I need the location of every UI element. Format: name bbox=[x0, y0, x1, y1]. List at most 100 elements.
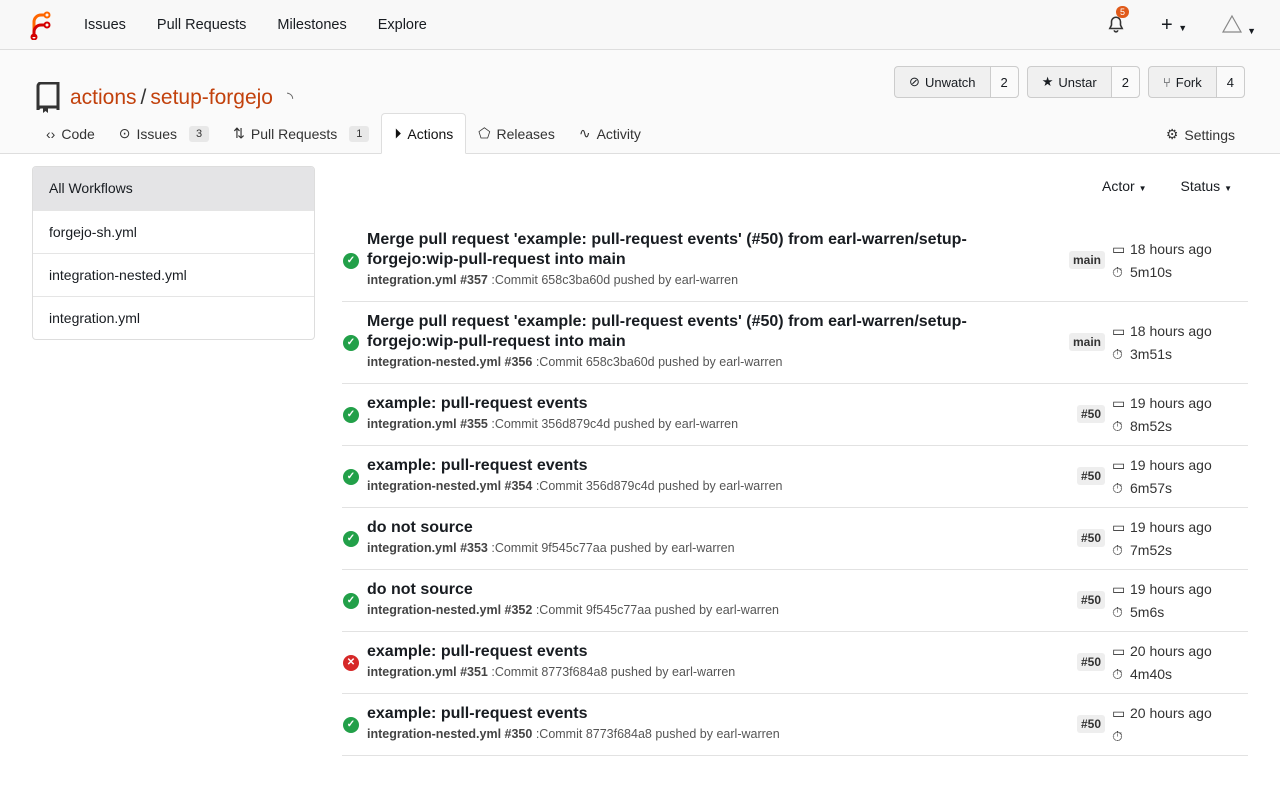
run-item[interactable]: ✓ Merge pull request 'example: pull-requ… bbox=[342, 220, 1248, 302]
avatar bbox=[1222, 14, 1243, 33]
tab-releases[interactable]: ⬠ Releases bbox=[466, 113, 567, 154]
run-workflow: integration.yml #355 bbox=[367, 417, 488, 431]
run-detail: :Commit 356d879c4d pushed by earl-warren bbox=[491, 417, 739, 431]
star-icon: ★ bbox=[1041, 74, 1054, 89]
check-circle-icon: ✓ bbox=[343, 592, 359, 609]
rss-icon[interactable]: ◝ bbox=[286, 90, 294, 107]
run-time: 18 hours ago bbox=[1130, 322, 1212, 339]
status-label: Status bbox=[1180, 178, 1221, 194]
run-ref-badge[interactable]: #50 bbox=[1076, 528, 1105, 547]
tab-label: Actions bbox=[407, 125, 454, 142]
tab-code[interactable]: ‹› Code bbox=[34, 113, 107, 154]
run-time: 20 hours ago bbox=[1130, 642, 1212, 659]
run-item[interactable]: ✓ example: pull-request events integrati… bbox=[342, 446, 1248, 508]
run-title[interactable]: example: pull-request events bbox=[367, 643, 588, 660]
bell-icon bbox=[1108, 16, 1124, 33]
tab-activity[interactable]: ∿ Activity bbox=[567, 113, 653, 154]
run-time: 19 hours ago bbox=[1130, 580, 1212, 597]
run-detail: :Commit 9f545c77aa pushed by earl-warren bbox=[491, 541, 735, 555]
run-title[interactable]: Merge pull request 'example: pull-reques… bbox=[367, 313, 967, 350]
run-detail: :Commit 8773f684a8 pushed by earl-warren bbox=[491, 665, 736, 679]
workflow-item[interactable]: integration.yml bbox=[33, 296, 314, 339]
x-circle-icon: ✕ bbox=[343, 654, 359, 671]
workflow-list: All Workflows forgejo-sh.yml integration… bbox=[32, 166, 315, 340]
pr-count: 1 bbox=[349, 125, 370, 142]
watchers-count[interactable]: 2 bbox=[990, 67, 1018, 97]
calendar-icon: ▭ bbox=[1112, 580, 1126, 597]
unwatch-label: Unwatch bbox=[924, 74, 976, 90]
repo-header: actions / setup-forgejo ◝ ⊘ Unwatch 2 ★ Unsta… bbox=[0, 50, 1280, 154]
run-item[interactable]: ✓ do not source integration-nested.yml #… bbox=[342, 570, 1248, 632]
tab-settings[interactable]: ⚙ Settings bbox=[1166, 126, 1235, 143]
run-subtitle: integration.yml #351 :Commit 8773f684a8 … bbox=[367, 665, 1248, 679]
check-circle-icon: ✓ bbox=[343, 530, 359, 547]
tab-actions[interactable]: ⏵ Actions bbox=[381, 113, 467, 154]
run-title[interactable]: example: pull-request events bbox=[367, 705, 588, 722]
tools-icon: ⚙ bbox=[1165, 126, 1179, 142]
run-title[interactable]: Merge pull request 'example: pull-reques… bbox=[367, 231, 967, 268]
nav-pull-requests[interactable]: Pull Requests bbox=[156, 16, 247, 33]
workflow-item[interactable]: forgejo-sh.yml bbox=[33, 210, 314, 253]
run-ref-badge[interactable]: #50 bbox=[1076, 652, 1105, 671]
actor-filter[interactable]: Actor ▼ bbox=[1102, 178, 1147, 194]
run-item[interactable]: ✕ example: pull-request events integrati… bbox=[342, 632, 1248, 694]
run-subtitle: integration.yml #353 :Commit 9f545c77aa … bbox=[367, 541, 1248, 555]
run-item[interactable]: ✓ example: pull-request events integrati… bbox=[342, 384, 1248, 446]
run-duration: 8m52s bbox=[1130, 417, 1173, 434]
nav-explore[interactable]: Explore bbox=[377, 16, 427, 33]
run-subtitle: integration-nested.yml #352 :Commit 9f54… bbox=[367, 603, 1248, 617]
run-item[interactable]: ✓ example: pull-request events integrati… bbox=[342, 694, 1248, 756]
run-subtitle: integration-nested.yml #356 :Commit 658c… bbox=[367, 355, 1248, 369]
calendar-icon: ▭ bbox=[1112, 704, 1126, 721]
run-ref-badge[interactable]: #50 bbox=[1076, 404, 1105, 423]
run-workflow: integration-nested.yml #354 bbox=[367, 479, 533, 493]
notifications-button[interactable]: 5 bbox=[1107, 6, 1130, 35]
run-title[interactable]: do not source bbox=[367, 519, 473, 536]
notification-count: 5 bbox=[1116, 6, 1130, 18]
run-title[interactable]: do not source bbox=[367, 581, 473, 598]
run-time: 19 hours ago bbox=[1130, 456, 1212, 473]
unstar-button[interactable]: ★ Unstar 2 bbox=[1026, 66, 1140, 98]
workflow-item[interactable]: All Workflows bbox=[33, 167, 314, 210]
forgejo-logo[interactable] bbox=[28, 10, 52, 40]
calendar-icon: ▭ bbox=[1112, 322, 1126, 339]
caret-down-icon: ▼ bbox=[1247, 25, 1256, 36]
run-title[interactable]: example: pull-request events bbox=[367, 457, 588, 474]
fork-button[interactable]: ⑂ Fork 4 bbox=[1147, 66, 1245, 98]
run-time: 20 hours ago bbox=[1130, 704, 1212, 721]
run-detail: :Commit 658c3ba60d pushed by earl-warren bbox=[491, 273, 739, 287]
repo-name-link[interactable]: setup-forgejo bbox=[150, 86, 273, 109]
nav-milestones[interactable]: Milestones bbox=[277, 16, 347, 33]
tab-label: Issues bbox=[136, 125, 177, 142]
run-ref-badge[interactable]: #50 bbox=[1076, 466, 1105, 485]
create-menu[interactable]: + ▼ bbox=[1161, 14, 1187, 37]
forks-count[interactable]: 4 bbox=[1216, 67, 1244, 97]
user-menu[interactable]: ▼ bbox=[1221, 14, 1256, 37]
stars-count[interactable]: 2 bbox=[1111, 67, 1139, 97]
run-workflow: integration.yml #351 bbox=[367, 665, 488, 679]
run-ref-badge[interactable]: main bbox=[1068, 250, 1105, 269]
run-detail: :Commit 8773f684a8 pushed by earl-warren bbox=[535, 727, 780, 741]
caret-down-icon: ▼ bbox=[1224, 184, 1232, 193]
run-ref-badge[interactable]: #50 bbox=[1076, 714, 1105, 733]
check-circle-icon: ✓ bbox=[343, 334, 359, 351]
run-title[interactable]: example: pull-request events bbox=[367, 395, 588, 412]
stopwatch-icon: ⏱ bbox=[1112, 479, 1123, 496]
run-item[interactable]: ✓ do not source integration.yml #353 :Co… bbox=[342, 508, 1248, 570]
run-item[interactable]: ✓ Merge pull request 'example: pull-requ… bbox=[342, 302, 1248, 384]
tab-issues[interactable]: ⊙ Issues 3 bbox=[107, 113, 221, 154]
status-filter[interactable]: Status ▼ bbox=[1180, 178, 1232, 194]
repo-owner-link[interactable]: actions bbox=[70, 86, 137, 109]
nav-issues[interactable]: Issues bbox=[84, 16, 126, 33]
calendar-icon: ▭ bbox=[1112, 394, 1126, 411]
run-ref-badge[interactable]: main bbox=[1068, 332, 1105, 351]
workflow-item[interactable]: integration-nested.yml bbox=[33, 253, 314, 296]
check-circle-icon: ✓ bbox=[343, 252, 359, 269]
caret-down-icon: ▼ bbox=[1178, 22, 1188, 33]
tab-pull-requests[interactable]: ⇅ Pull Requests 1 bbox=[221, 113, 381, 154]
tab-label: Releases bbox=[496, 125, 555, 142]
top-nav: Issues Pull Requests Milestones Explore … bbox=[0, 0, 1280, 50]
run-ref-badge[interactable]: #50 bbox=[1076, 590, 1105, 609]
run-subtitle: integration.yml #357 :Commit 658c3ba60d … bbox=[367, 273, 1248, 287]
unwatch-button[interactable]: ⊘ Unwatch 2 bbox=[894, 66, 1019, 98]
